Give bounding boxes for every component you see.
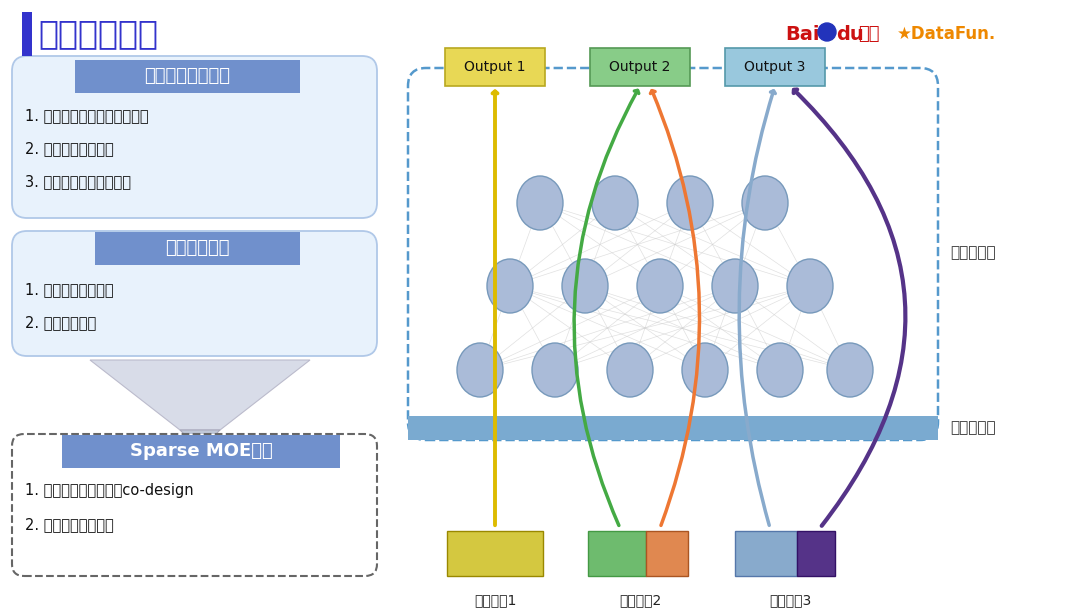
Text: ★DataFun.: ★DataFun. [897,25,996,43]
Text: 流量价值层: 流量价值层 [950,421,996,435]
Text: 规模与算力的矛盾: 规模与算力的矛盾 [145,67,230,86]
Text: Sparse MOE网络: Sparse MOE网络 [130,443,272,460]
Text: 百度: 百度 [858,25,879,43]
Ellipse shape [562,259,608,313]
Ellipse shape [532,343,578,397]
FancyBboxPatch shape [588,531,646,576]
Text: Bai: Bai [785,24,820,44]
FancyBboxPatch shape [725,48,825,86]
FancyBboxPatch shape [62,435,340,468]
Text: 3. 数千机器，在线开销大: 3. 数千机器，在线开销大 [25,174,131,190]
Ellipse shape [592,176,638,230]
Text: 召回队列1: 召回队列1 [474,593,516,607]
Ellipse shape [757,343,804,397]
Text: 1. 弹性计算，策略架构co-design: 1. 弹性计算，策略架构co-design [25,483,193,497]
Text: 2. 最优化算力性价比: 2. 最优化算力性价比 [25,517,113,533]
Ellipse shape [787,259,833,313]
FancyBboxPatch shape [590,48,690,86]
FancyBboxPatch shape [12,56,377,218]
FancyBboxPatch shape [22,12,32,56]
FancyBboxPatch shape [797,531,835,576]
Text: du: du [836,24,864,44]
Text: Output 2: Output 2 [609,60,671,74]
Text: 2. 每秒亿级别计算量: 2. 每秒亿级别计算量 [25,142,113,156]
Ellipse shape [517,176,563,230]
Text: Output 1: Output 1 [464,60,526,74]
Ellipse shape [827,343,873,397]
Ellipse shape [607,343,653,397]
Ellipse shape [637,259,683,313]
Ellipse shape [712,259,758,313]
Text: 2. 通常精度有损: 2. 通常精度有损 [25,316,96,331]
Text: Output 3: Output 3 [744,60,806,74]
Text: 路由网络层: 路由网络层 [950,246,996,260]
Ellipse shape [681,343,728,397]
Text: 1. 千亿参数模型，数十种目标: 1. 千亿参数模型，数十种目标 [25,108,149,123]
FancyBboxPatch shape [646,531,688,576]
Text: 稀疏路由网络: 稀疏路由网络 [38,18,158,50]
Ellipse shape [487,259,534,313]
Polygon shape [180,430,220,450]
FancyBboxPatch shape [408,416,939,440]
FancyBboxPatch shape [447,531,543,576]
Text: 传统蒸馏缺陷: 传统蒸馏缺陷 [165,240,230,258]
FancyBboxPatch shape [12,231,377,356]
Text: 召回队列2: 召回队列2 [619,593,661,607]
FancyBboxPatch shape [95,232,300,265]
Circle shape [818,23,836,41]
Polygon shape [90,360,310,430]
FancyBboxPatch shape [445,48,545,86]
Ellipse shape [667,176,713,230]
FancyBboxPatch shape [75,60,300,93]
Ellipse shape [457,343,503,397]
Text: 1. 流程长，方案复杂: 1. 流程长，方案复杂 [25,283,113,297]
Ellipse shape [742,176,788,230]
FancyBboxPatch shape [12,434,377,576]
FancyBboxPatch shape [735,531,797,576]
Text: 召回队列3: 召回队列3 [769,593,811,607]
